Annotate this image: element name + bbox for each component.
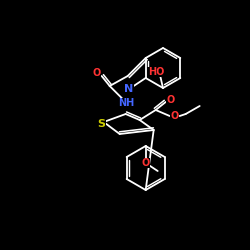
Text: NH: NH [118,98,135,108]
Text: N: N [124,84,133,94]
Text: O: O [166,95,175,105]
Text: S: S [98,119,106,129]
Text: O: O [92,68,101,78]
Text: O: O [142,158,150,168]
Text: O: O [170,111,179,121]
Text: HO: HO [148,67,164,77]
